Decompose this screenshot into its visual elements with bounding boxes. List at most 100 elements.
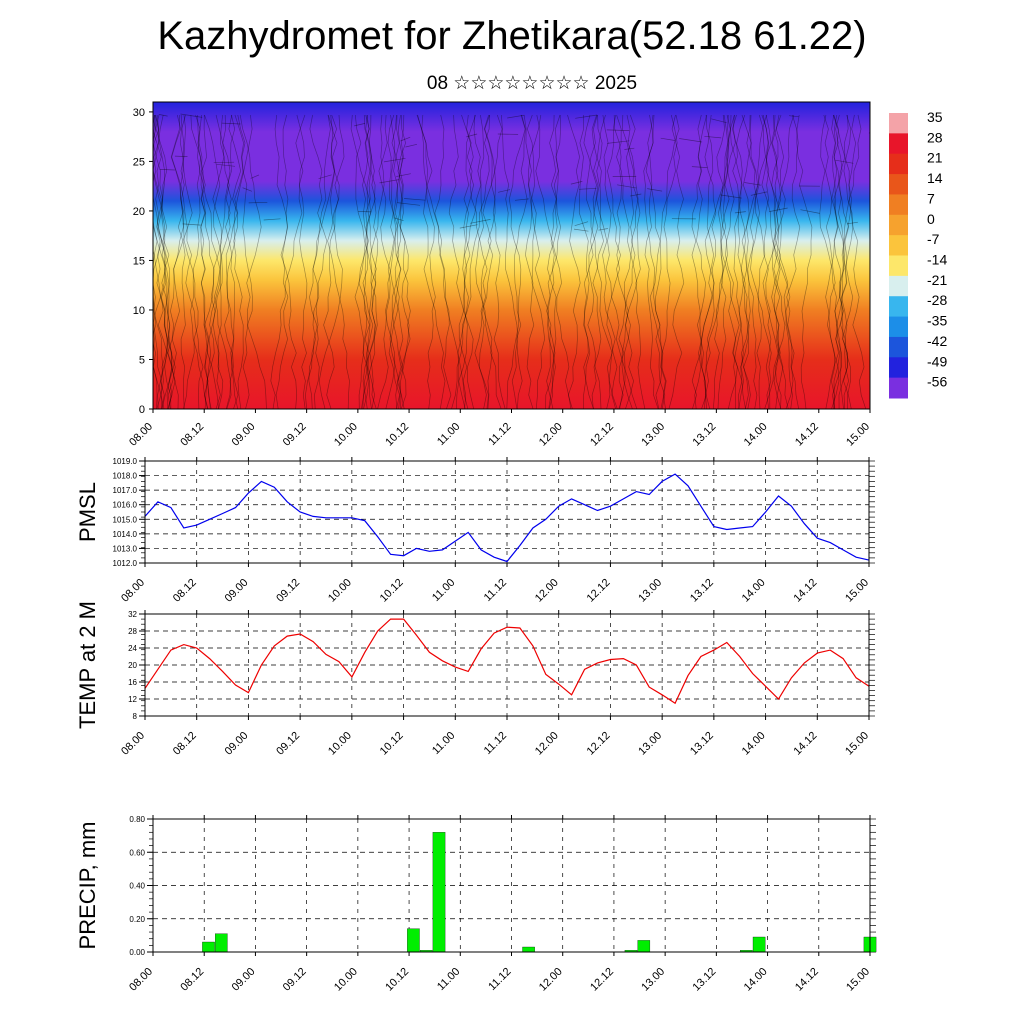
wind-streak <box>771 114 794 409</box>
wind-streak <box>585 114 623 409</box>
colorbar-swatch <box>889 336 908 358</box>
x-tick-label: 08.00 <box>119 730 147 758</box>
wind-streak <box>704 135 722 139</box>
y-tick-label: 24 <box>128 644 137 653</box>
wind-streak <box>504 114 526 409</box>
wind-barb-layer <box>153 113 870 409</box>
precip-panel: 08.00 08.12 09.00 09.12 10.00 10.12 11.00 11.12… <box>75 815 877 994</box>
wind-streak <box>153 114 179 409</box>
wind-streak <box>421 114 470 409</box>
wind-streak <box>448 114 478 409</box>
wind-streak <box>153 114 173 409</box>
wind-streak <box>591 114 604 409</box>
temp-panel: 08.00 08.12 09.00 09.12 10.00 10.12 11.00 11.12… <box>75 601 875 758</box>
wind-streak <box>716 114 743 409</box>
colorbar-label: -56 <box>927 374 947 390</box>
colorbar-swatch <box>889 214 908 236</box>
wind-streak <box>788 115 799 118</box>
wind-streak <box>153 217 171 409</box>
x-tick-label: 09.00 <box>223 577 251 605</box>
wind-streak <box>607 114 634 409</box>
wind-streak <box>800 209 820 214</box>
y-tick-label: 16 <box>128 678 137 687</box>
wind-streak <box>769 207 788 212</box>
precip-bar <box>215 933 228 953</box>
wind-streak <box>624 147 635 150</box>
x-tick-label: 10.12 <box>383 421 411 449</box>
y-tick-label: 10 <box>133 305 145 317</box>
x-tick-label: 10.12 <box>383 966 411 994</box>
wind-streak <box>400 136 411 142</box>
y-tick-label: 20 <box>128 661 137 670</box>
wind-streak <box>528 114 556 409</box>
wind-streak <box>835 159 854 164</box>
x-tick-label: 11.00 <box>435 966 462 993</box>
y-tick-label: 0 <box>139 404 145 416</box>
wind-streak <box>239 114 262 409</box>
wind-streak <box>318 174 332 180</box>
x-tick-label: 08.12 <box>178 966 206 994</box>
x-tick-label: 15.00 <box>843 577 871 605</box>
wind-streak <box>545 114 561 409</box>
wind-streak <box>727 114 766 409</box>
wind-streak <box>451 114 490 409</box>
x-tick-label: 09.00 <box>223 730 251 758</box>
colorbar-label: -42 <box>927 333 947 349</box>
wind-streak <box>720 194 742 199</box>
wind-streak <box>153 114 172 409</box>
wind-streak <box>622 114 646 409</box>
heatmap-x-axis: 08.00 08.12 09.00 09.12 10.00 10.12 11.00 11.12… <box>127 409 872 449</box>
wind-streak <box>819 114 842 409</box>
wind-streak <box>786 114 802 409</box>
wind-streak <box>824 114 850 409</box>
wind-streak <box>771 114 785 409</box>
wind-streak <box>833 114 849 409</box>
x-tick-label: 11.12 <box>482 730 509 757</box>
wind-streak <box>575 114 598 119</box>
wind-streak <box>771 114 784 409</box>
pmsl-panel: 08.00 08.12 09.00 09.12 10.00 10.12 11.00 11.12… <box>75 457 875 605</box>
wind-streak <box>198 114 220 409</box>
wind-streak <box>154 114 170 409</box>
x-tick-label: 08.12 <box>171 577 199 605</box>
wind-streak <box>618 114 639 409</box>
wind-streak <box>358 114 373 409</box>
wind-streak <box>393 217 404 222</box>
y-axis-label: TEMP at 2 M <box>75 601 100 729</box>
wind-streak <box>713 114 736 409</box>
wind-streak <box>719 114 738 409</box>
x-tick-label: 13.12 <box>688 577 716 605</box>
wind-streak <box>838 114 856 409</box>
wind-streak <box>691 114 708 409</box>
page-title: Kazhydromet for Zhetikara(52.18 61.22) <box>157 14 867 58</box>
y-tick-label: 1015.0 <box>113 515 138 524</box>
wind-streak <box>660 114 678 409</box>
wind-streak <box>621 114 638 409</box>
wind-streak <box>466 114 489 409</box>
colorbar-swatch <box>889 275 908 297</box>
wind-streak <box>323 114 345 409</box>
wind-streak <box>396 173 411 177</box>
wind-streak <box>579 187 597 190</box>
colorbar-label: 28 <box>927 129 943 145</box>
x-tick-label: 09.00 <box>230 421 258 449</box>
precip-bar <box>432 832 446 953</box>
wind-streak <box>480 114 506 409</box>
colorbar-swatch <box>889 296 908 318</box>
wind-streak <box>204 114 223 409</box>
wind-streak <box>649 114 680 409</box>
wind-streak <box>679 138 703 143</box>
wind-streak <box>645 114 666 409</box>
colorbar-label: 14 <box>927 170 943 186</box>
x-tick-label: 08.00 <box>119 577 147 605</box>
colorbar-label: -7 <box>927 231 940 247</box>
wind-streak <box>833 114 851 409</box>
wind-streak <box>174 155 188 157</box>
colorbar-label: 0 <box>927 211 935 227</box>
y-tick-label: 12 <box>128 695 137 704</box>
x-tick-label: 10.00 <box>332 966 360 994</box>
wind-streak <box>362 114 379 409</box>
wind-streak <box>387 114 405 409</box>
wind-streak <box>711 118 727 124</box>
wind-streak <box>765 114 795 409</box>
